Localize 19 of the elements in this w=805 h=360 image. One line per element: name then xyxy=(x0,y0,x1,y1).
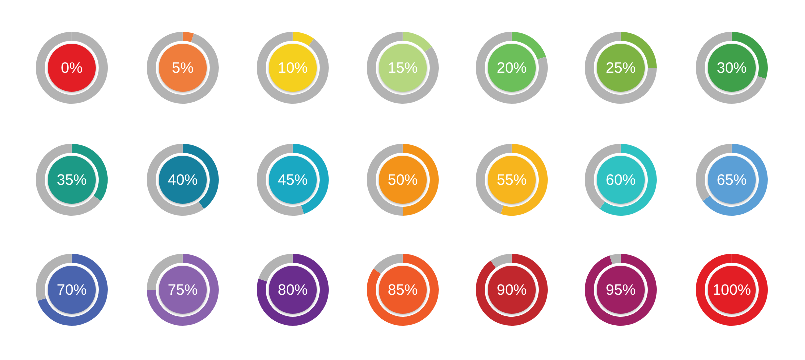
colored-disc: 30% xyxy=(708,44,756,92)
colored-disc: 80% xyxy=(269,266,317,314)
colored-disc: 60% xyxy=(597,156,645,204)
colored-disc: 100% xyxy=(708,266,756,314)
colored-disc: 35% xyxy=(48,156,96,204)
colored-disc: 50% xyxy=(379,156,427,204)
colored-disc: 55% xyxy=(488,156,536,204)
colored-disc: 5% xyxy=(159,44,207,92)
colored-disc: 65% xyxy=(708,156,756,204)
colored-disc: 40% xyxy=(159,156,207,204)
colored-disc: 75% xyxy=(159,266,207,314)
colored-disc: 90% xyxy=(488,266,536,314)
colored-disc: 0% xyxy=(48,44,96,92)
colored-disc: 25% xyxy=(597,44,645,92)
colored-disc: 85% xyxy=(379,266,427,314)
colored-disc: 10% xyxy=(269,44,317,92)
colored-disc: 70% xyxy=(48,266,96,314)
colored-disc: 45% xyxy=(269,156,317,204)
colored-disc: 95% xyxy=(597,266,645,314)
